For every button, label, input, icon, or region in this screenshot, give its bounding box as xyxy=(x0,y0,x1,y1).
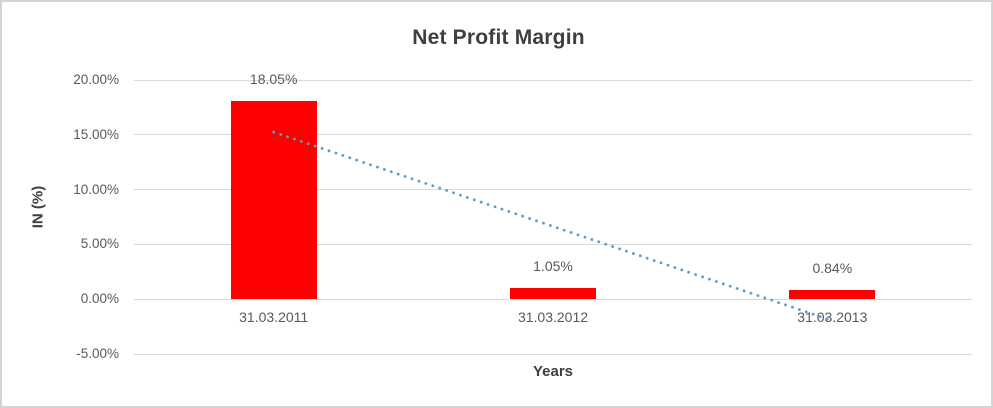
bar-value-label: 0.84% xyxy=(812,259,853,276)
chart-title: Net Profit Margin xyxy=(412,26,585,49)
x-category-label: 31.03.2012 xyxy=(517,309,589,326)
x-category-label: 31.03.2011 xyxy=(239,309,309,326)
gridline xyxy=(134,79,972,81)
gridline xyxy=(134,353,972,355)
y-tick-label: 10.00% xyxy=(73,181,119,197)
bar-31.03.2013 xyxy=(789,289,876,300)
bar-31.03.2011 xyxy=(230,101,317,300)
y-tick-label: 0.00% xyxy=(80,291,119,307)
y-tick-label: -5.00% xyxy=(76,346,119,361)
y-tick-label: 5.00% xyxy=(80,236,119,252)
bar-value-label: 1.05% xyxy=(533,257,573,274)
bar-31.03.2012 xyxy=(510,287,596,300)
x-category-label: 31.03.2013 xyxy=(797,309,868,326)
x-axis-title: Years xyxy=(532,363,574,380)
y-tick-label: 15.00% xyxy=(73,126,119,142)
y-tick-label: 20.00% xyxy=(73,72,119,87)
bar-value-label: 18.05% xyxy=(249,71,298,88)
